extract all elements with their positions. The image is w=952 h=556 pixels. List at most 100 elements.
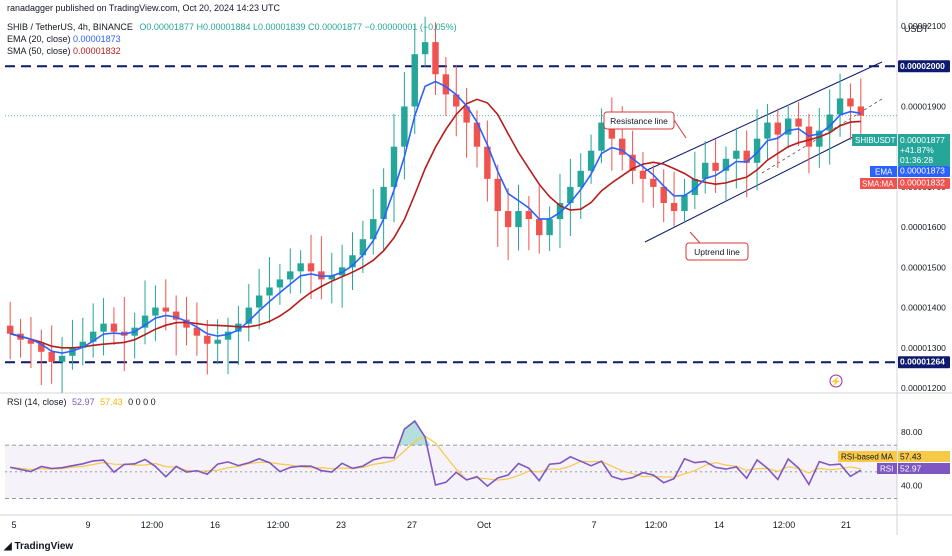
candle-body bbox=[587, 150, 595, 171]
candle-body bbox=[691, 178, 699, 195]
candle-body bbox=[442, 74, 450, 95]
uptrend-callout-arrow bbox=[689, 231, 701, 244]
time-tick: 12:00 bbox=[267, 520, 290, 530]
symbol-title: SHIB / TetherUS, 4h, BINANCE bbox=[7, 22, 133, 32]
change-tag: +41.87% bbox=[900, 145, 934, 155]
countdown-tag: 01:36:28 bbox=[900, 155, 933, 165]
candle-body bbox=[567, 186, 574, 203]
sma-legend-value: 0.00001832 bbox=[73, 46, 121, 56]
ema-name-tag-bg bbox=[870, 166, 897, 177]
candle-body bbox=[629, 154, 636, 171]
ema-legend[interactable]: EMA (20, close) 0.00001873 bbox=[7, 34, 121, 44]
price-tick: 0.00001500 bbox=[901, 262, 946, 272]
candle-body bbox=[110, 323, 118, 332]
time-tick: 14 bbox=[714, 520, 724, 530]
candle-body bbox=[650, 178, 657, 187]
candle-body bbox=[245, 307, 252, 324]
rsi-legend-value: 52.97 bbox=[72, 397, 95, 407]
last-price-tag: 0.00001877 bbox=[900, 135, 945, 145]
time-tick: 9 bbox=[85, 520, 90, 530]
tv-logo-text: TradingView bbox=[14, 541, 74, 552]
uptrend-callout-text: Uptrend line bbox=[694, 247, 740, 257]
candle-body bbox=[598, 122, 605, 151]
candle-body bbox=[463, 106, 470, 123]
candle-body bbox=[743, 150, 750, 163]
price-tick: 0.00001300 bbox=[901, 343, 946, 353]
candle-body bbox=[681, 194, 688, 212]
candle-body bbox=[733, 150, 740, 159]
candle-body bbox=[577, 170, 584, 187]
candle-body bbox=[48, 351, 55, 362]
candle-body bbox=[473, 122, 481, 147]
candle-body bbox=[753, 138, 761, 163]
time-tick: 12:00 bbox=[773, 520, 796, 530]
candle-body bbox=[370, 219, 377, 240]
sma-name-tag: SMA:MA bbox=[862, 180, 894, 189]
rsi-ma-value-tag-bg bbox=[898, 451, 950, 462]
candle-body bbox=[338, 267, 346, 276]
candle-body bbox=[764, 122, 771, 139]
candle-body bbox=[6, 325, 14, 334]
candle-body bbox=[38, 343, 45, 352]
resistance-price-tag: 0.00002000 bbox=[900, 61, 945, 71]
rsi-legend-zeros: 0 0 0 0 bbox=[128, 397, 156, 407]
candle-body bbox=[847, 98, 854, 107]
candle-body bbox=[619, 138, 626, 155]
price-tick: 0.00001400 bbox=[901, 303, 946, 313]
candle-body bbox=[795, 118, 802, 127]
candle-body bbox=[556, 202, 564, 220]
candle-body bbox=[401, 106, 408, 147]
price-tick: 0.00001900 bbox=[901, 101, 946, 111]
annotations: Resistance line Uptrend line ⚡ bbox=[603, 111, 843, 388]
ema-legend-label: EMA (20, close) bbox=[7, 34, 71, 44]
candle-body bbox=[172, 311, 180, 320]
candle-body bbox=[266, 287, 273, 296]
time-tick: 27 bbox=[407, 520, 417, 530]
price-axis: USDT0.000021000.000019000.000017000.0000… bbox=[838, 21, 950, 490]
channel-upper-line bbox=[644, 61, 883, 172]
time-axis: 5 9 12:00 16 12:00 23 27 Oct 7 12:00 14 12:00 21 bbox=[11, 520, 851, 530]
candle-body bbox=[712, 162, 719, 171]
candle-body bbox=[494, 178, 501, 212]
candle-body bbox=[27, 339, 35, 344]
candle-body bbox=[287, 271, 294, 280]
candle-body bbox=[204, 335, 211, 344]
resistance-callout-text: Resistance line bbox=[610, 116, 668, 126]
uptrend-callout-box bbox=[685, 242, 749, 261]
rsi-value-tag: 52.97 bbox=[900, 464, 922, 474]
symbol-tag-bg bbox=[852, 134, 897, 146]
candle-body bbox=[390, 146, 398, 187]
candle-body bbox=[214, 339, 221, 344]
rsi-name-tag-bg bbox=[877, 463, 897, 474]
sma-legend[interactable]: SMA (50, close) 0.00001832 bbox=[7, 46, 121, 56]
candle-body bbox=[318, 271, 325, 280]
ema-legend-value: 0.00001873 bbox=[73, 34, 121, 44]
ohlc-values: O0.00001877 H0.00001884 L0.00001839 C0.0… bbox=[139, 22, 457, 32]
tradingview-logo[interactable]: ◢ TradingView bbox=[4, 541, 73, 552]
rsi-tick: 80.00 bbox=[901, 427, 923, 437]
time-tick: 12:00 bbox=[645, 520, 668, 530]
candle-body bbox=[536, 219, 543, 236]
sma-name-tag-bg bbox=[860, 178, 897, 189]
ema-name-tag: EMA bbox=[875, 168, 893, 177]
moving-averages bbox=[9, 80, 861, 354]
price-tick: 0.00002100 bbox=[901, 21, 946, 31]
rsi-band bbox=[5, 444, 897, 499]
candle-body bbox=[183, 319, 190, 328]
candle-body bbox=[380, 186, 387, 220]
rsi-ma-legend-value: 57.43 bbox=[100, 397, 123, 407]
candle-body bbox=[359, 239, 367, 256]
rsi-legend[interactable]: RSI (14, close) 52.97 57.43 0 0 0 0 bbox=[7, 397, 156, 407]
rsi-overbought-fill bbox=[399, 421, 431, 446]
candle-body bbox=[857, 106, 865, 116]
tv-logo-icon: ◢ bbox=[4, 541, 12, 552]
sma-50-line bbox=[9, 98, 861, 349]
candle-body bbox=[432, 42, 439, 75]
horizontal-levels bbox=[5, 65, 897, 364]
candle-body bbox=[608, 122, 616, 139]
publish-info: ranadagger published on TradingView.com,… bbox=[7, 3, 281, 13]
symbol-tag: SHIBUSDT bbox=[855, 136, 896, 145]
rsi-tick: 40.00 bbox=[901, 480, 923, 490]
candle-body bbox=[349, 255, 356, 268]
symbol-line: SHIB / TetherUS, 4h, BINANCE O0.00001877… bbox=[7, 22, 457, 32]
